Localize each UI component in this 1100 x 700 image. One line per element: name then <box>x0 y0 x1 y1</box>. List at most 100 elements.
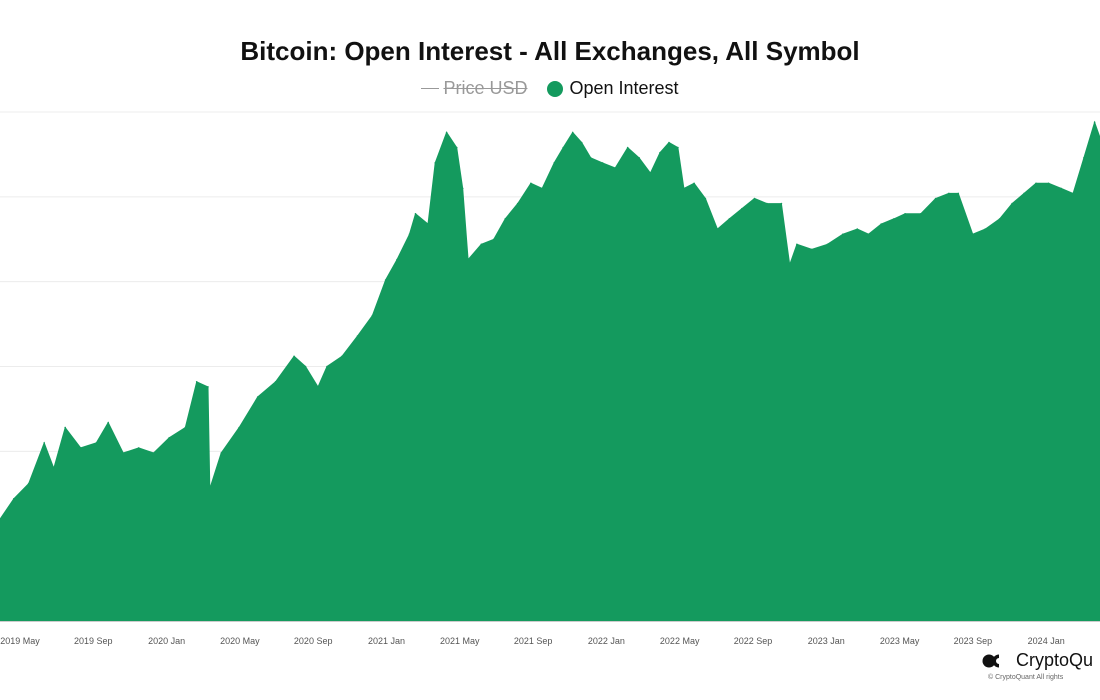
open-interest-point <box>589 157 592 159</box>
open-interest-point <box>580 141 583 144</box>
x-tick-label: 2019 Sep <box>74 636 113 646</box>
open-interest-point <box>371 314 374 317</box>
open-interest-point <box>998 218 1001 220</box>
open-interest-point <box>1047 182 1050 185</box>
open-interest-point <box>467 258 469 261</box>
open-interest-point <box>396 258 398 261</box>
open-interest-point <box>184 426 187 429</box>
open-interest-point <box>683 187 685 190</box>
open-interest-point <box>530 182 532 185</box>
open-interest-point <box>553 162 555 164</box>
open-interest-point <box>893 218 895 220</box>
open-interest-point <box>693 182 695 185</box>
open-interest-point <box>780 202 783 205</box>
x-tick-label: 2022 Jan <box>588 636 625 646</box>
open-interest-point <box>626 146 629 149</box>
open-interest-point <box>493 238 495 241</box>
open-interest-point <box>341 355 343 358</box>
chart-title: Bitcoin: Open Interest - All Exchanges, … <box>240 36 860 66</box>
open-interest-point <box>504 218 507 220</box>
cryptoquant-logo-text: CryptoQu <box>1016 650 1094 670</box>
open-interest-point <box>571 131 574 134</box>
open-interest-point <box>1072 192 1074 195</box>
x-tick-label: 2024 Jan <box>1028 636 1065 646</box>
open-interest-point <box>957 192 960 195</box>
open-interest-point <box>137 447 140 449</box>
open-interest-point <box>1035 182 1037 185</box>
open-interest-point <box>1060 187 1062 190</box>
legend-dot-icon <box>547 80 564 97</box>
open-interest-point <box>601 162 604 164</box>
x-tick-label: 2021 Jan <box>368 636 405 646</box>
cryptoquant-logo: CryptoQu <box>982 650 1093 671</box>
open-interest-point <box>516 202 519 205</box>
legend-item-open-interest[interactable]: Open Interest <box>547 78 679 99</box>
x-tick-label: 2021 May <box>440 636 480 646</box>
open-interest-point <box>753 197 756 200</box>
open-interest-point <box>293 355 295 358</box>
open-interest-point <box>796 243 798 246</box>
open-interest-point <box>209 487 211 490</box>
open-interest-point <box>384 279 387 281</box>
open-interest-point <box>716 228 719 230</box>
x-tick-label: 2023 May <box>880 636 920 646</box>
open-interest-point <box>919 213 922 215</box>
open-interest-point <box>43 442 45 444</box>
open-interest-point <box>826 243 829 246</box>
open-interest-point <box>971 233 974 235</box>
open-interest-point <box>1093 121 1096 123</box>
open-interest-point <box>326 365 328 368</box>
open-interest-point <box>220 452 222 454</box>
open-interest-point <box>867 233 870 235</box>
open-interest-point <box>0 518 1 520</box>
open-interest-point <box>455 146 458 149</box>
open-interest-point <box>614 167 616 169</box>
open-interest-point <box>948 192 950 195</box>
x-tick-label: 2019 May <box>0 636 40 646</box>
open-interest-point <box>677 146 679 149</box>
x-tick-label: 2022 Sep <box>734 636 773 646</box>
open-interest-point <box>541 187 543 190</box>
open-interest-point <box>811 248 813 251</box>
open-interest-point <box>434 162 437 164</box>
open-interest-point <box>704 197 707 200</box>
open-interest-point <box>1023 192 1025 195</box>
open-interest-point <box>274 381 277 383</box>
legend-label-price-usd: Price USD <box>443 78 528 98</box>
cryptoquant-logo-icon <box>982 654 999 667</box>
open-interest-point <box>238 426 240 429</box>
legend-line-icon <box>421 88 440 89</box>
open-interest-point <box>741 207 743 210</box>
open-interest-point <box>317 386 319 388</box>
open-interest-point <box>445 131 448 134</box>
open-interest-point <box>427 223 429 225</box>
open-interest-point <box>168 437 170 439</box>
open-interest-point <box>984 228 986 230</box>
open-interest-point <box>207 386 209 388</box>
open-interest-point <box>79 447 82 449</box>
open-interest-point <box>95 442 98 444</box>
open-interest-point <box>53 467 55 470</box>
open-interest-point <box>356 335 359 337</box>
open-interest-point <box>934 197 937 200</box>
open-interest-point <box>480 243 483 246</box>
legend-item-price-usd[interactable]: Price USD <box>421 78 527 99</box>
open-interest-point <box>13 498 15 500</box>
copyright-text: © CryptoQuant All rights <box>988 674 1064 681</box>
x-tick-label: 2023 Sep <box>954 636 993 646</box>
open-interest-point <box>107 421 109 424</box>
open-interest-point <box>728 218 731 220</box>
open-interest-point <box>562 146 564 149</box>
x-tick-label: 2022 May <box>660 636 700 646</box>
x-tick-label: 2021 Sep <box>514 636 553 646</box>
open-interest-point <box>638 157 640 159</box>
open-interest-point <box>408 233 411 235</box>
open-interest-point <box>64 426 66 429</box>
open-interest-point <box>668 141 670 144</box>
x-tick-label: 2020 Sep <box>294 636 333 646</box>
open-interest-point <box>880 223 882 225</box>
open-interest-point <box>856 228 859 230</box>
legend-label-open-interest: Open Interest <box>569 78 679 98</box>
open-interest-point <box>414 213 417 215</box>
